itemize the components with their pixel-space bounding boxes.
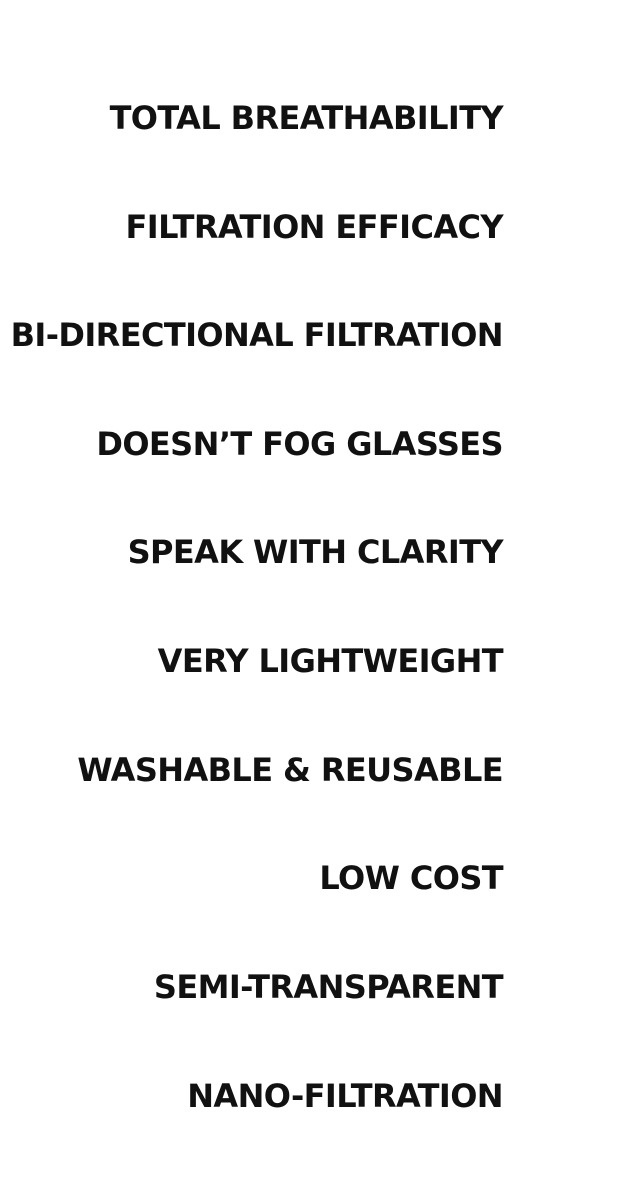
feature-doesnt-fog-glasses: DOESN’T FOG GLASSES [96,425,503,463]
feature-filtration-efficacy: FILTRATION EFFICACY [125,208,504,246]
feature-semi-transparent: SEMI-TRANSPARENT [153,968,504,1006]
feature-nano-filtration: NANO-FILTRATION [187,1077,503,1115]
feature-bi-directional-filtration: BI-DIRECTIONAL FILTRATION [10,316,504,354]
feature-very-lightweight: VERY LIGHTWEIGHT [157,642,504,680]
feature-total-breathability: TOTAL BREATHABILITY [109,99,504,137]
feature-low-cost: LOW COST [319,859,503,897]
feature-speak-with-clarity: SPEAK WITH CLARITY [127,533,504,571]
feature-washable-reusable: WASHABLE & REUSABLE [77,751,503,789]
